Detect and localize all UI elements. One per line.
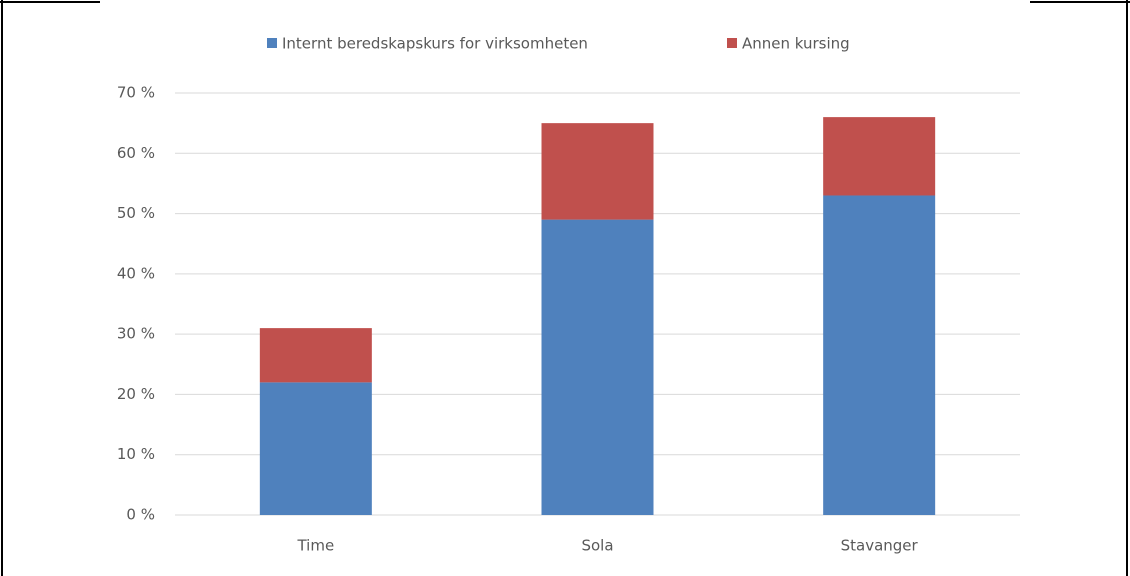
bar-segment [823, 195, 936, 515]
x-tick-label: Time [296, 537, 334, 555]
y-tick-label: 0 % [126, 506, 155, 524]
x-tick-label: Sola [581, 537, 613, 555]
y-tick-label: 70 % [117, 84, 155, 102]
bar-segment [541, 219, 654, 515]
x-tick-label: Stavanger [841, 537, 919, 555]
bar-segment [259, 328, 372, 383]
legend-label: Internt beredskapskurs for virksomheten [282, 35, 588, 53]
y-tick-label: 10 % [117, 445, 155, 463]
y-tick-label: 30 % [117, 325, 155, 343]
y-tick-label: 60 % [117, 144, 155, 162]
legend-swatch [267, 38, 277, 48]
bar-segment [823, 117, 936, 196]
bar-segment [259, 382, 372, 515]
bar-segment [541, 123, 654, 220]
y-tick-label: 50 % [117, 204, 155, 222]
legend-swatch [727, 38, 737, 48]
y-tick-label: 20 % [117, 385, 155, 403]
legend-label: Annen kursing [742, 35, 850, 53]
y-tick-label: 40 % [117, 264, 155, 282]
